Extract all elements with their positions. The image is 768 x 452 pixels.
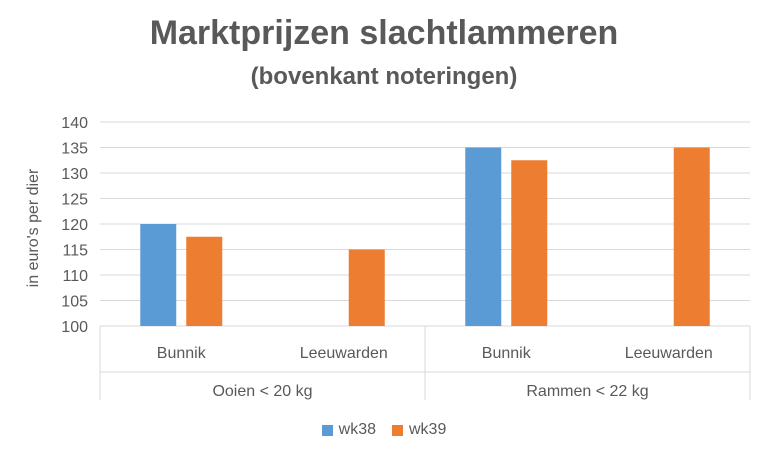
legend-item: wk38	[321, 421, 376, 439]
bar	[348, 249, 385, 326]
y-tick-label: 135	[61, 141, 88, 158]
y-axis-label: in euro's per dier	[25, 168, 42, 287]
x-tick-label: Leeuwarden	[625, 345, 713, 362]
legend-swatch	[321, 424, 333, 436]
y-tick-label: 115	[62, 243, 88, 260]
legend-label: wk38	[338, 421, 376, 438]
x-tick-label: Bunnik	[482, 345, 532, 362]
y-tick-label: 140	[61, 115, 88, 132]
group-label: Ooien < 20 kg	[212, 383, 312, 400]
legend-label: wk39	[409, 421, 447, 438]
chart-subtitle: (bovenkant noteringen)	[250, 63, 518, 90]
y-tick-label: 120	[61, 217, 88, 234]
x-tick-label: Bunnik	[157, 345, 207, 362]
legend-item: wk39	[392, 421, 446, 439]
chart-legend: wk38 wk39	[0, 421, 768, 439]
x-tick-label: Leeuwarden	[300, 345, 388, 362]
y-tick-label: 130	[61, 166, 88, 183]
legend-swatch	[392, 424, 403, 436]
chart-title: Marktprijzen slachtlammeren	[149, 14, 619, 52]
y-tick-label: 105	[61, 294, 88, 311]
bar	[465, 147, 502, 326]
group-label: Rammen < 22 kg	[526, 383, 648, 400]
bar	[511, 160, 548, 326]
bar	[140, 224, 177, 326]
bar	[673, 147, 710, 326]
bar	[186, 236, 223, 326]
y-tick-label: 110	[62, 268, 88, 285]
y-tick-label: 125	[61, 192, 88, 209]
y-tick-label: 100	[61, 319, 88, 336]
